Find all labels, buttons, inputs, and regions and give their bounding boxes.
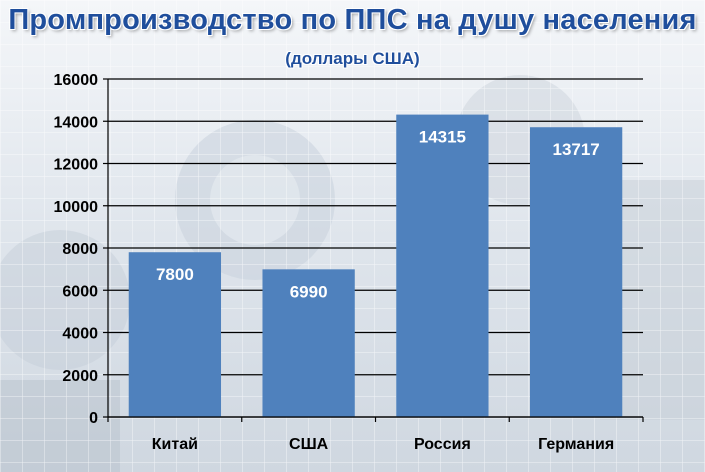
bars: 7800 6990 14315 13717 xyxy=(128,114,623,417)
y-axis: 0 2000 4000 6000 8000 10000 12000 14000 16000 xyxy=(54,72,109,427)
y-tick-label: 4000 xyxy=(62,326,98,343)
bar xyxy=(262,269,355,417)
bar xyxy=(529,127,623,417)
y-tick-label: 16000 xyxy=(54,72,99,89)
y-tick-label: 10000 xyxy=(54,199,99,216)
data-label: 13717 xyxy=(552,140,599,159)
x-axis: Китай США Россия Германия xyxy=(107,416,644,453)
y-tick-label: 0 xyxy=(89,410,98,427)
x-tick-label: Германия xyxy=(538,436,614,453)
chart-title: Промпроизводство по ППС на душу населени… xyxy=(8,4,697,36)
y-tick-label: 14000 xyxy=(54,114,99,131)
data-label: 7800 xyxy=(156,265,194,284)
y-tick-label: 6000 xyxy=(62,283,98,300)
y-tick-label: 2000 xyxy=(62,368,98,385)
x-tick-label: Китай xyxy=(152,436,198,453)
x-tick-label: США xyxy=(289,436,329,453)
bar xyxy=(396,114,489,417)
data-label: 14315 xyxy=(419,128,466,147)
y-tick-label: 8000 xyxy=(62,241,98,258)
chart-subtitle: (доллары США) xyxy=(285,49,420,68)
bar xyxy=(128,252,222,417)
x-tick-label: Россия xyxy=(414,436,471,453)
y-tick-label: 12000 xyxy=(54,157,99,174)
data-label: 6990 xyxy=(290,282,328,301)
